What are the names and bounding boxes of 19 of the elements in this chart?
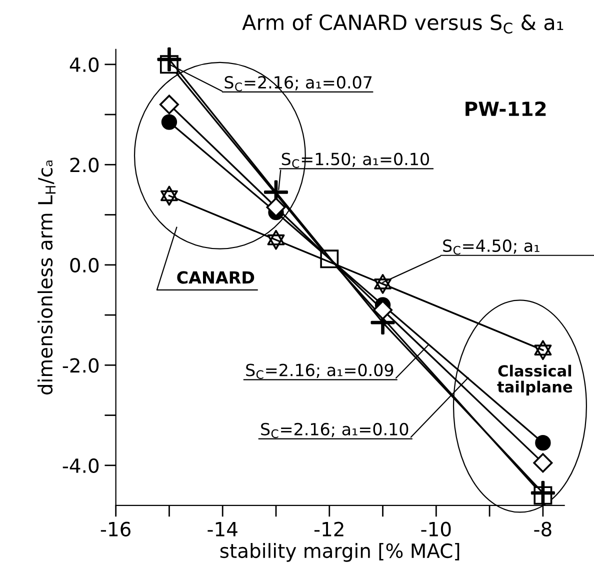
x-tick-label: -10 [421, 522, 451, 536]
x-tick-label: -16 [100, 522, 130, 536]
annotation: S$_{C}$=2.16; a₁=0.10 [261, 422, 408, 438]
annotation: S$_{C}$=2.16; a₁=0.09 [246, 364, 394, 379]
y-tick-label: -4.0 [62, 458, 99, 474]
x-tick-label: -12 [314, 522, 344, 536]
chart-title: Arm of CANARD versus S$_{C}$ & a₁ [242, 14, 564, 34]
y-axis-title: dimensionless arm L$_{H}$/cₐ [38, 160, 56, 394]
annotation: PW-112 [466, 101, 546, 116]
annotation: Classical tailplane [497, 364, 572, 396]
annotation: CANARD [177, 271, 254, 284]
annotation: S$_{C}$=4.50; a₁ [443, 239, 540, 255]
y-tick-label: 4.0 [70, 57, 99, 72]
x-tick-label: -8 [534, 522, 552, 536]
y-tick-label: -2.0 [62, 358, 99, 373]
x-tick-label: -14 [208, 522, 238, 536]
y-tick-label: 0.0 [70, 258, 99, 273]
x-axis-title: stability margin [% MAC] [220, 543, 460, 562]
y-tick-label: 2.0 [70, 158, 99, 172]
